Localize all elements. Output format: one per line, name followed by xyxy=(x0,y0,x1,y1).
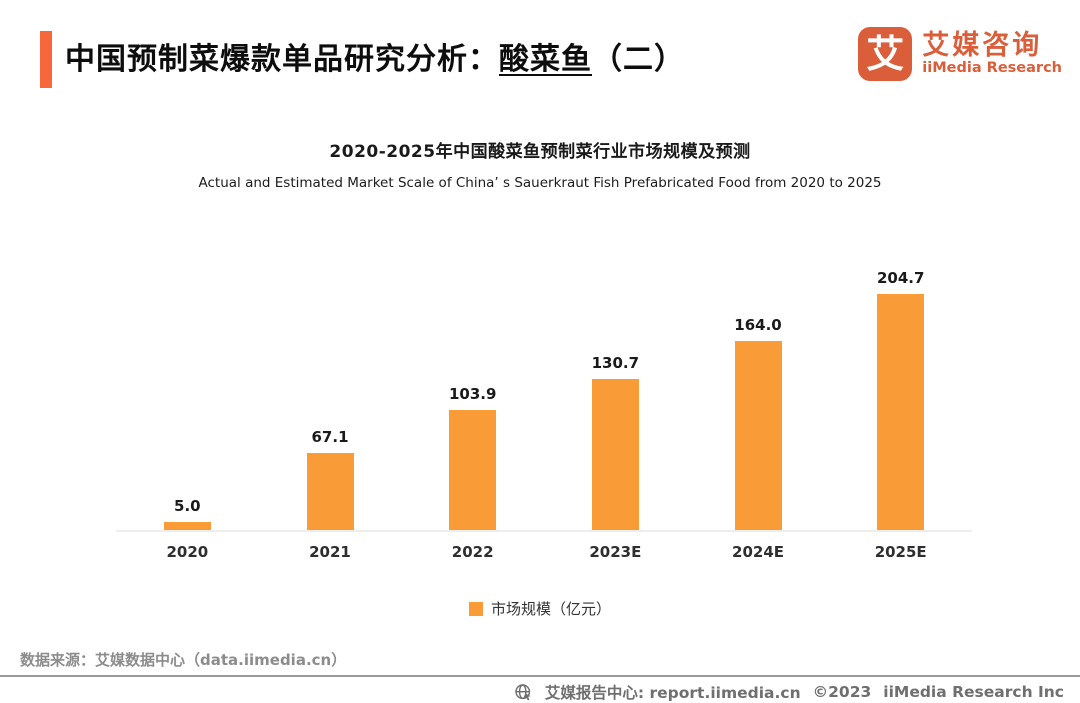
legend-label: 市场规模（亿元） xyxy=(490,600,611,618)
chart-title: 2020-2025年中国酸菜鱼预制菜行业市场规模及预测 xyxy=(329,142,751,162)
globe-icon xyxy=(515,683,531,700)
x-axis-label-2020: 2020 xyxy=(166,543,209,561)
bar-group-2023E: 130.7 xyxy=(544,354,687,530)
logo-name-en: iiMedia Research xyxy=(922,59,1062,76)
company-text: iiMedia Research Inc xyxy=(883,683,1064,701)
footer-divider xyxy=(0,675,1080,677)
chart-legend: 市场规模（亿元） xyxy=(0,598,1080,619)
data-source-note: 数据来源：艾媒数据中心（data.iimedia.cn） xyxy=(20,651,347,669)
title-accent-bar xyxy=(40,31,52,88)
bar-2020 xyxy=(163,522,211,530)
page-title-highlight: 酸菜鱼 xyxy=(499,42,592,77)
iimedia-logo-text: 艾媒咨询 iiMedia Research xyxy=(922,31,1062,77)
bar-value-label: 5.0 xyxy=(174,497,201,515)
bar-group-2021: 67.1 xyxy=(259,428,402,530)
page-title-prefix: 中国预制菜爆款单品研究分析： xyxy=(65,42,499,77)
report-center-text: 艾媒报告中心: report.iimedia.cn xyxy=(544,684,801,702)
bar-group-2020: 5.0 xyxy=(116,497,259,530)
x-axis-label-2024E: 2024E xyxy=(732,543,785,561)
x-axis: 2020 2021 2022 2023E 2024E 2025E xyxy=(116,532,972,561)
iimedia-logo: 艾 艾媒咨询 iiMedia Research xyxy=(858,27,1062,81)
bar-2023E xyxy=(591,379,639,530)
bar-value-label: 204.7 xyxy=(876,269,925,287)
bar-chart: 5.0 67.1 103.9 130.7 164.0 204.7 2020 2021 2022… xyxy=(116,240,972,561)
legend-swatch xyxy=(468,601,483,616)
bar-value-label: 67.1 xyxy=(311,428,349,446)
bar-group-2022: 103.9 xyxy=(401,385,544,530)
bar-2022 xyxy=(449,410,497,530)
bar-2024E xyxy=(734,341,782,530)
bar-2025E xyxy=(877,294,925,530)
chart-subtitle: Actual and Estimated Market Scale of Chi… xyxy=(198,175,882,191)
bar-group-2024E: 164.0 xyxy=(687,316,830,530)
bar-2021 xyxy=(306,453,354,530)
x-axis-label-2021: 2021 xyxy=(309,543,351,561)
bar-group-2025E: 204.7 xyxy=(829,269,972,530)
page-title-suffix: （二） xyxy=(592,42,685,77)
bar-value-label: 130.7 xyxy=(591,354,640,372)
x-axis-label-2025E: 2025E xyxy=(874,543,927,561)
page-title: 中国预制菜爆款单品研究分析：酸菜鱼（二） xyxy=(65,34,685,78)
plot-area: 5.0 67.1 103.9 130.7 164.0 204.7 xyxy=(116,240,972,532)
x-axis-label-2023E: 2023E xyxy=(589,543,642,561)
iimedia-logo-icon: 艾 xyxy=(858,27,913,81)
footer-bar: 艾媒报告中心: report.iimedia.cn ©2023 iiMedia … xyxy=(514,681,1064,703)
x-axis-label-2022: 2022 xyxy=(451,543,494,561)
bar-value-label: 103.9 xyxy=(448,385,497,403)
bar-value-label: 164.0 xyxy=(734,316,782,334)
logo-name-cn: 艾媒咨询 xyxy=(922,30,1043,62)
copyright-text: ©2023 xyxy=(812,683,872,701)
